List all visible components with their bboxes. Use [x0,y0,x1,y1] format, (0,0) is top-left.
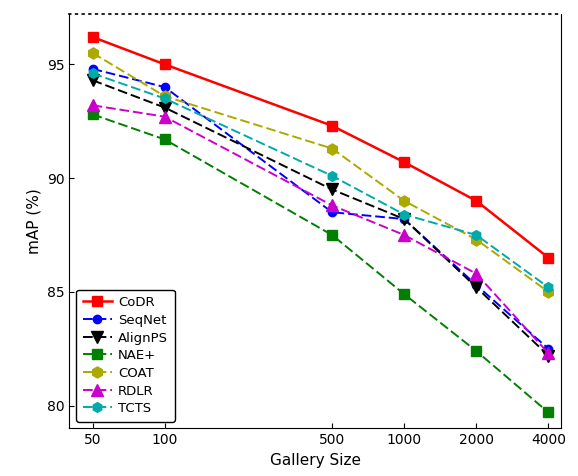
COAT [329,146,336,151]
SeqNet [545,346,552,352]
RDLR [89,102,96,108]
Line: NAE+: NAE+ [88,109,553,417]
CoDR [89,34,96,40]
CoDR [545,255,552,260]
Y-axis label: mAP (%): mAP (%) [27,188,41,254]
RDLR [329,203,336,208]
CoDR [401,159,407,165]
RDLR [401,232,407,238]
NAE+ [89,111,96,117]
CoDR [161,61,168,67]
COAT [161,93,168,99]
AlignPS [473,285,480,290]
CoDR [329,123,336,129]
TCTS [329,173,336,178]
X-axis label: Gallery Size: Gallery Size [269,453,361,468]
RDLR [473,271,480,277]
SeqNet [89,66,96,72]
AlignPS [329,187,336,192]
TCTS [401,212,407,218]
RDLR [545,350,552,356]
NAE+ [329,232,336,238]
Line: SeqNet: SeqNet [88,65,553,353]
NAE+ [473,348,480,354]
COAT [401,198,407,204]
COAT [89,50,96,56]
TCTS [473,232,480,238]
AlignPS [161,105,168,110]
AlignPS [545,353,552,358]
SeqNet [473,282,480,288]
AlignPS [401,216,407,222]
Line: COAT: COAT [87,48,554,298]
AlignPS [89,78,96,83]
SeqNet [329,209,336,215]
SeqNet [161,84,168,90]
NAE+ [161,137,168,142]
SeqNet [401,216,407,222]
COAT [473,237,480,242]
Line: RDLR: RDLR [87,100,554,359]
TCTS [89,70,96,76]
Line: TCTS: TCTS [88,69,553,292]
TCTS [161,96,168,101]
COAT [545,289,552,295]
CoDR [473,198,480,204]
Line: CoDR: CoDR [88,32,553,263]
RDLR [161,114,168,119]
Legend: CoDR, SeqNet, AlignPS, NAE+, COAT, RDLR, TCTS: CoDR, SeqNet, AlignPS, NAE+, COAT, RDLR,… [76,290,175,422]
NAE+ [545,410,552,416]
Line: AlignPS: AlignPS [87,75,554,361]
TCTS [545,285,552,290]
NAE+ [401,291,407,297]
